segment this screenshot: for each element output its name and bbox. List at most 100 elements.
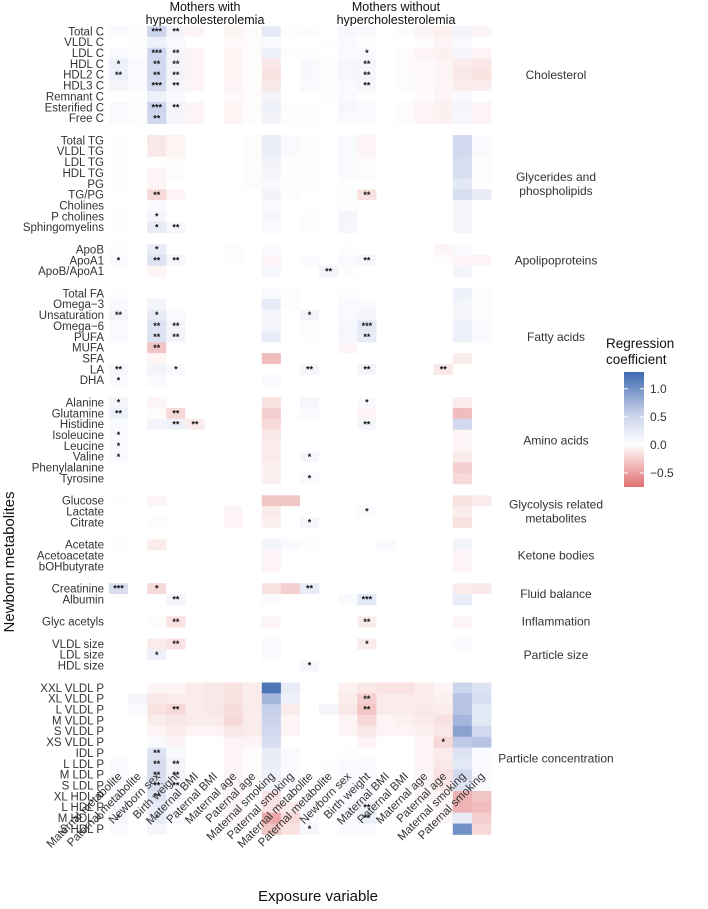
heatmap-cell [452, 254, 473, 267]
heatmap-cell [395, 473, 415, 485]
heatmap-cell [280, 539, 301, 551]
heatmap-cell [128, 331, 148, 343]
heatmap-cell [376, 550, 396, 562]
heatmap-cell [242, 429, 263, 441]
heatmap-cell [242, 693, 263, 705]
heatmap-cell [109, 440, 129, 452]
group-label: Apolipoproteins [515, 253, 598, 267]
heatmap-cell [338, 178, 358, 190]
heatmap-cell [395, 451, 415, 463]
heatmap-cell [147, 80, 167, 92]
heatmap-cell [261, 178, 282, 190]
heatmap-cell [338, 715, 358, 727]
heatmap-cell [319, 682, 339, 694]
heatmap-cell [261, 462, 282, 474]
heatmap-cell [300, 101, 320, 114]
heatmap-cell [433, 693, 454, 705]
heatmap-cell [109, 288, 129, 300]
heatmap-cell [433, 801, 454, 814]
heatmap-cell [109, 736, 129, 748]
heatmap-cell [414, 156, 435, 168]
heatmap-cell [357, 80, 377, 92]
heatmap-cell [319, 550, 339, 562]
heatmap-cell [261, 812, 282, 824]
heatmap-cell [147, 823, 167, 835]
heatmap-cell [280, 823, 301, 835]
heatmap-cell [395, 58, 415, 70]
heatmap-cell [223, 660, 244, 672]
heatmap-cell [338, 517, 358, 529]
heatmap-cell [471, 780, 492, 792]
heatmap-cell [223, 462, 244, 474]
heatmap-cell [280, 462, 301, 474]
significance-mark: ** [306, 364, 314, 374]
metabolite-label: VLDL C [64, 37, 104, 49]
heatmap-cell [433, 812, 454, 824]
heatmap-cell [261, 221, 282, 234]
heatmap-cell [185, 69, 205, 81]
metabolite-label: Isoleucine [52, 430, 104, 442]
heatmap-cell [414, 135, 435, 147]
significance-mark: ** [172, 70, 180, 80]
heatmap-cell [300, 517, 320, 529]
heatmap-cell [204, 331, 224, 343]
heatmap-cell [147, 254, 167, 267]
heatmap-cell [452, 517, 473, 529]
heatmap-cell [128, 320, 148, 332]
metabolite-label: HDL2 C [63, 70, 104, 82]
heatmap-cell [319, 364, 339, 376]
heatmap-cell [395, 353, 415, 365]
heatmap-cell [261, 211, 282, 223]
heatmap-cell [357, 288, 377, 300]
heatmap-cell [166, 364, 186, 376]
heatmap-cell [376, 112, 396, 125]
heatmap-cell [338, 769, 358, 781]
heatmap-cell [338, 473, 358, 485]
heatmap-cell [471, 736, 492, 748]
heatmap-cell [338, 331, 358, 343]
metabolite-label: Histidine [60, 419, 104, 431]
heatmap-cell [204, 560, 224, 573]
metabolite-label: LDL TG [64, 157, 104, 169]
heatmap-cell [128, 801, 148, 814]
heatmap-cell [433, 616, 454, 628]
heatmap-cell [414, 758, 435, 770]
heatmap-cell [319, 462, 339, 474]
heatmap-cell [261, 298, 282, 311]
heatmap-cell [319, 725, 339, 738]
heatmap-cell [128, 517, 148, 529]
heatmap-cell [128, 418, 148, 431]
heatmap-cell [300, 801, 320, 814]
heatmap-cell [280, 397, 301, 409]
heatmap-cell [338, 747, 358, 759]
heatmap-cell [261, 616, 282, 628]
heatmap-cell [433, 211, 454, 223]
heatmap-cell [280, 407, 301, 420]
heatmap-cell [395, 682, 415, 694]
heatmap-cell [414, 812, 435, 824]
group-label: Fluid balance [520, 587, 592, 601]
heatmap-cell [376, 47, 396, 59]
heatmap-cell [414, 791, 435, 803]
heatmap-cell [376, 462, 396, 474]
heatmap-cell [242, 539, 263, 551]
heatmap-cell [357, 560, 377, 573]
heatmap-cell [376, 495, 396, 507]
metabolite-label: ApoB [76, 244, 104, 256]
heatmap-cell [147, 397, 167, 409]
heatmap-cell [204, 189, 224, 201]
heatmap-cell [338, 462, 358, 474]
heatmap-cell [376, 506, 396, 518]
heatmap-cell [357, 462, 377, 474]
heatmap-cell [128, 112, 148, 125]
heatmap-cell [280, 353, 301, 365]
heatmap-cell [395, 660, 415, 672]
significance-mark: * [155, 813, 159, 823]
heatmap-cell [300, 583, 320, 595]
heatmap-cell [319, 101, 339, 114]
heatmap-cell [280, 418, 301, 431]
heatmap-cell [242, 616, 263, 628]
heatmap-cell [280, 309, 301, 321]
heatmap-cell [452, 265, 473, 278]
